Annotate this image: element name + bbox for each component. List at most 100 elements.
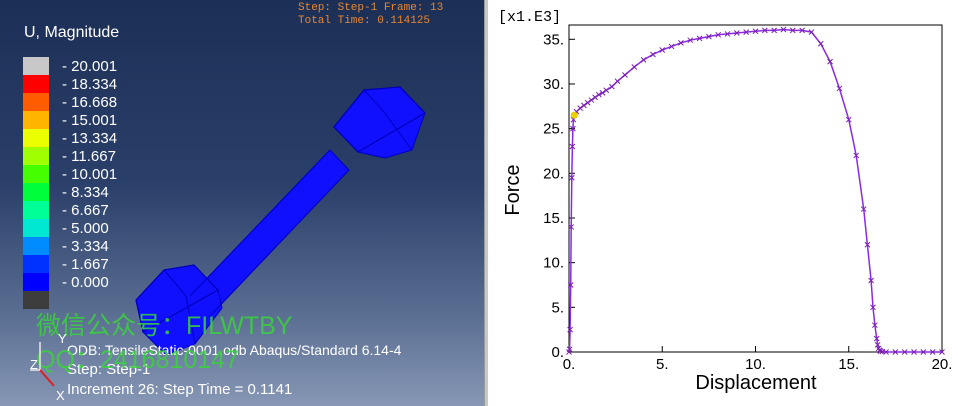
data-point-marker bbox=[860, 206, 867, 212]
data-point-marker bbox=[631, 64, 638, 70]
data-point-marker bbox=[808, 29, 815, 36]
data-point-marker bbox=[696, 35, 703, 42]
specimen-body bbox=[135, 86, 426, 356]
legend-level-label: - 16.668 bbox=[62, 94, 118, 111]
data-point-marker bbox=[845, 116, 852, 123]
legend-level-label: - 6.667 bbox=[62, 202, 109, 219]
data-point-marker bbox=[595, 91, 602, 98]
data-point-marker bbox=[853, 152, 860, 159]
xy-plot-panel[interactable]: [x1.E3] 0. 5. 10. 15. 20. 0. 5. 10. 15. 20. 25. 30.… bbox=[488, 0, 970, 406]
legend-swatch bbox=[23, 111, 49, 129]
x-tick-label: 15. bbox=[838, 356, 859, 373]
data-point-marker bbox=[569, 143, 576, 150]
legend-title: U, Magnitude bbox=[24, 24, 120, 41]
data-point-marker bbox=[789, 27, 796, 34]
data-point-marker bbox=[877, 348, 884, 354]
increment-info: Increment 26: Step Time = 0.1141 bbox=[67, 381, 293, 398]
data-point-marker bbox=[836, 85, 843, 92]
y-tick-label: 20. bbox=[543, 165, 564, 182]
total-time-label: Total Time: 0.114125 bbox=[298, 15, 431, 27]
series-force bbox=[566, 26, 945, 355]
data-point-marker bbox=[752, 28, 759, 35]
triad-icon bbox=[30, 342, 55, 387]
legend-level-label: - 3.334 bbox=[62, 238, 109, 255]
legend-swatch bbox=[23, 75, 49, 93]
triad-z-label: Z bbox=[30, 357, 38, 372]
legend-swatch bbox=[23, 129, 49, 147]
data-point-marker bbox=[892, 349, 899, 355]
x-tick-label: 0. bbox=[563, 356, 576, 373]
axis-ticks: 0. 5. 10. 15. 20. 0. 5. 10. 15. 20. 25. 30. 35. bbox=[543, 31, 952, 373]
data-point-marker bbox=[920, 349, 927, 355]
legend-swatch bbox=[23, 147, 49, 165]
triad-y-label: Y bbox=[58, 331, 67, 346]
data-point-marker bbox=[911, 349, 917, 355]
data-point-marker bbox=[609, 83, 615, 90]
legend-swatch bbox=[23, 183, 49, 201]
data-point-marker bbox=[614, 78, 621, 85]
fe-viewport[interactable]: Step: Step-1 Frame: 13 Total Time: 0.114… bbox=[0, 0, 484, 406]
data-point-marker bbox=[799, 27, 805, 34]
data-point-marker bbox=[939, 349, 945, 355]
data-point-marker bbox=[883, 349, 889, 355]
data-point-marker bbox=[715, 31, 722, 38]
legend-level-label: - 13.334 bbox=[62, 130, 118, 147]
data-point-marker bbox=[581, 102, 587, 109]
legend-swatch bbox=[23, 93, 49, 111]
step-footer: Step: Step-1 bbox=[67, 361, 151, 378]
data-point-marker bbox=[780, 26, 787, 33]
y-tick-label: 25. bbox=[543, 121, 564, 138]
y-scale-label: [x1.E3] bbox=[498, 9, 561, 26]
y-tick-label: 15. bbox=[543, 210, 564, 227]
data-point-marker bbox=[706, 33, 712, 40]
data-point-marker bbox=[733, 30, 740, 36]
data-point-marker bbox=[640, 56, 647, 63]
force-displacement-chart: [x1.E3] 0. 5. 10. 15. 20. 0. 5. 10. 15. 20. 25. 30.… bbox=[498, 9, 952, 394]
data-point-marker bbox=[568, 224, 575, 230]
watermark-wechat: 微信公众号：FILWTBY bbox=[36, 312, 293, 340]
data-point-marker bbox=[868, 277, 874, 284]
series-line bbox=[568, 28, 942, 353]
legend-swatch bbox=[23, 165, 49, 183]
legend-level-label: - 15.001 bbox=[62, 112, 118, 129]
triad-x-label: X bbox=[56, 388, 65, 403]
current-frame-marker[interactable] bbox=[570, 111, 578, 119]
data-point-marker bbox=[567, 326, 573, 333]
legend-swatch bbox=[23, 291, 49, 309]
legend-level-label: - 11.667 bbox=[62, 148, 116, 165]
data-point-marker bbox=[622, 72, 628, 78]
legend-swatch bbox=[23, 237, 49, 255]
data-point-marker bbox=[872, 322, 878, 329]
legend-level-label: - 1.667 bbox=[62, 256, 109, 273]
watermark-qq: QQ：2416810147 bbox=[36, 346, 239, 374]
data-point-marker bbox=[724, 31, 731, 37]
x-axis-title: Displacement bbox=[695, 372, 817, 394]
data-point-marker bbox=[761, 27, 768, 34]
data-point-marker bbox=[568, 174, 575, 181]
data-point-marker bbox=[901, 349, 908, 355]
y-tick-label: 35. bbox=[543, 31, 564, 48]
data-point-marker bbox=[864, 241, 871, 248]
data-point-marker bbox=[929, 349, 936, 355]
legend-swatch bbox=[23, 219, 49, 237]
pane-splitter[interactable] bbox=[484, 0, 489, 406]
y-tick-label: 30. bbox=[543, 76, 564, 93]
data-point-marker bbox=[668, 43, 675, 50]
legend-swatch bbox=[23, 273, 49, 291]
data-point-marker bbox=[592, 94, 598, 101]
data-point-marker bbox=[743, 29, 750, 36]
odb-info: ODB: TensileStatic-0001.odb Abaqus/Stand… bbox=[67, 342, 402, 358]
legend-level-label: - 10.001 bbox=[62, 166, 118, 183]
x-tick-label: 5. bbox=[656, 356, 669, 373]
y-tick-label: 5. bbox=[551, 299, 564, 316]
data-point-marker bbox=[659, 47, 666, 53]
data-point-marker bbox=[817, 40, 824, 47]
data-point-marker bbox=[584, 99, 591, 106]
specimen-model[interactable] bbox=[0, 0, 484, 406]
data-point-marker bbox=[588, 97, 595, 103]
legend-level-label: - 20.001 bbox=[62, 58, 118, 75]
data-point-marker bbox=[873, 335, 880, 342]
legend-level-label: - 0.000 bbox=[62, 274, 109, 291]
data-point-marker bbox=[599, 90, 606, 96]
data-point-marker bbox=[827, 58, 833, 65]
